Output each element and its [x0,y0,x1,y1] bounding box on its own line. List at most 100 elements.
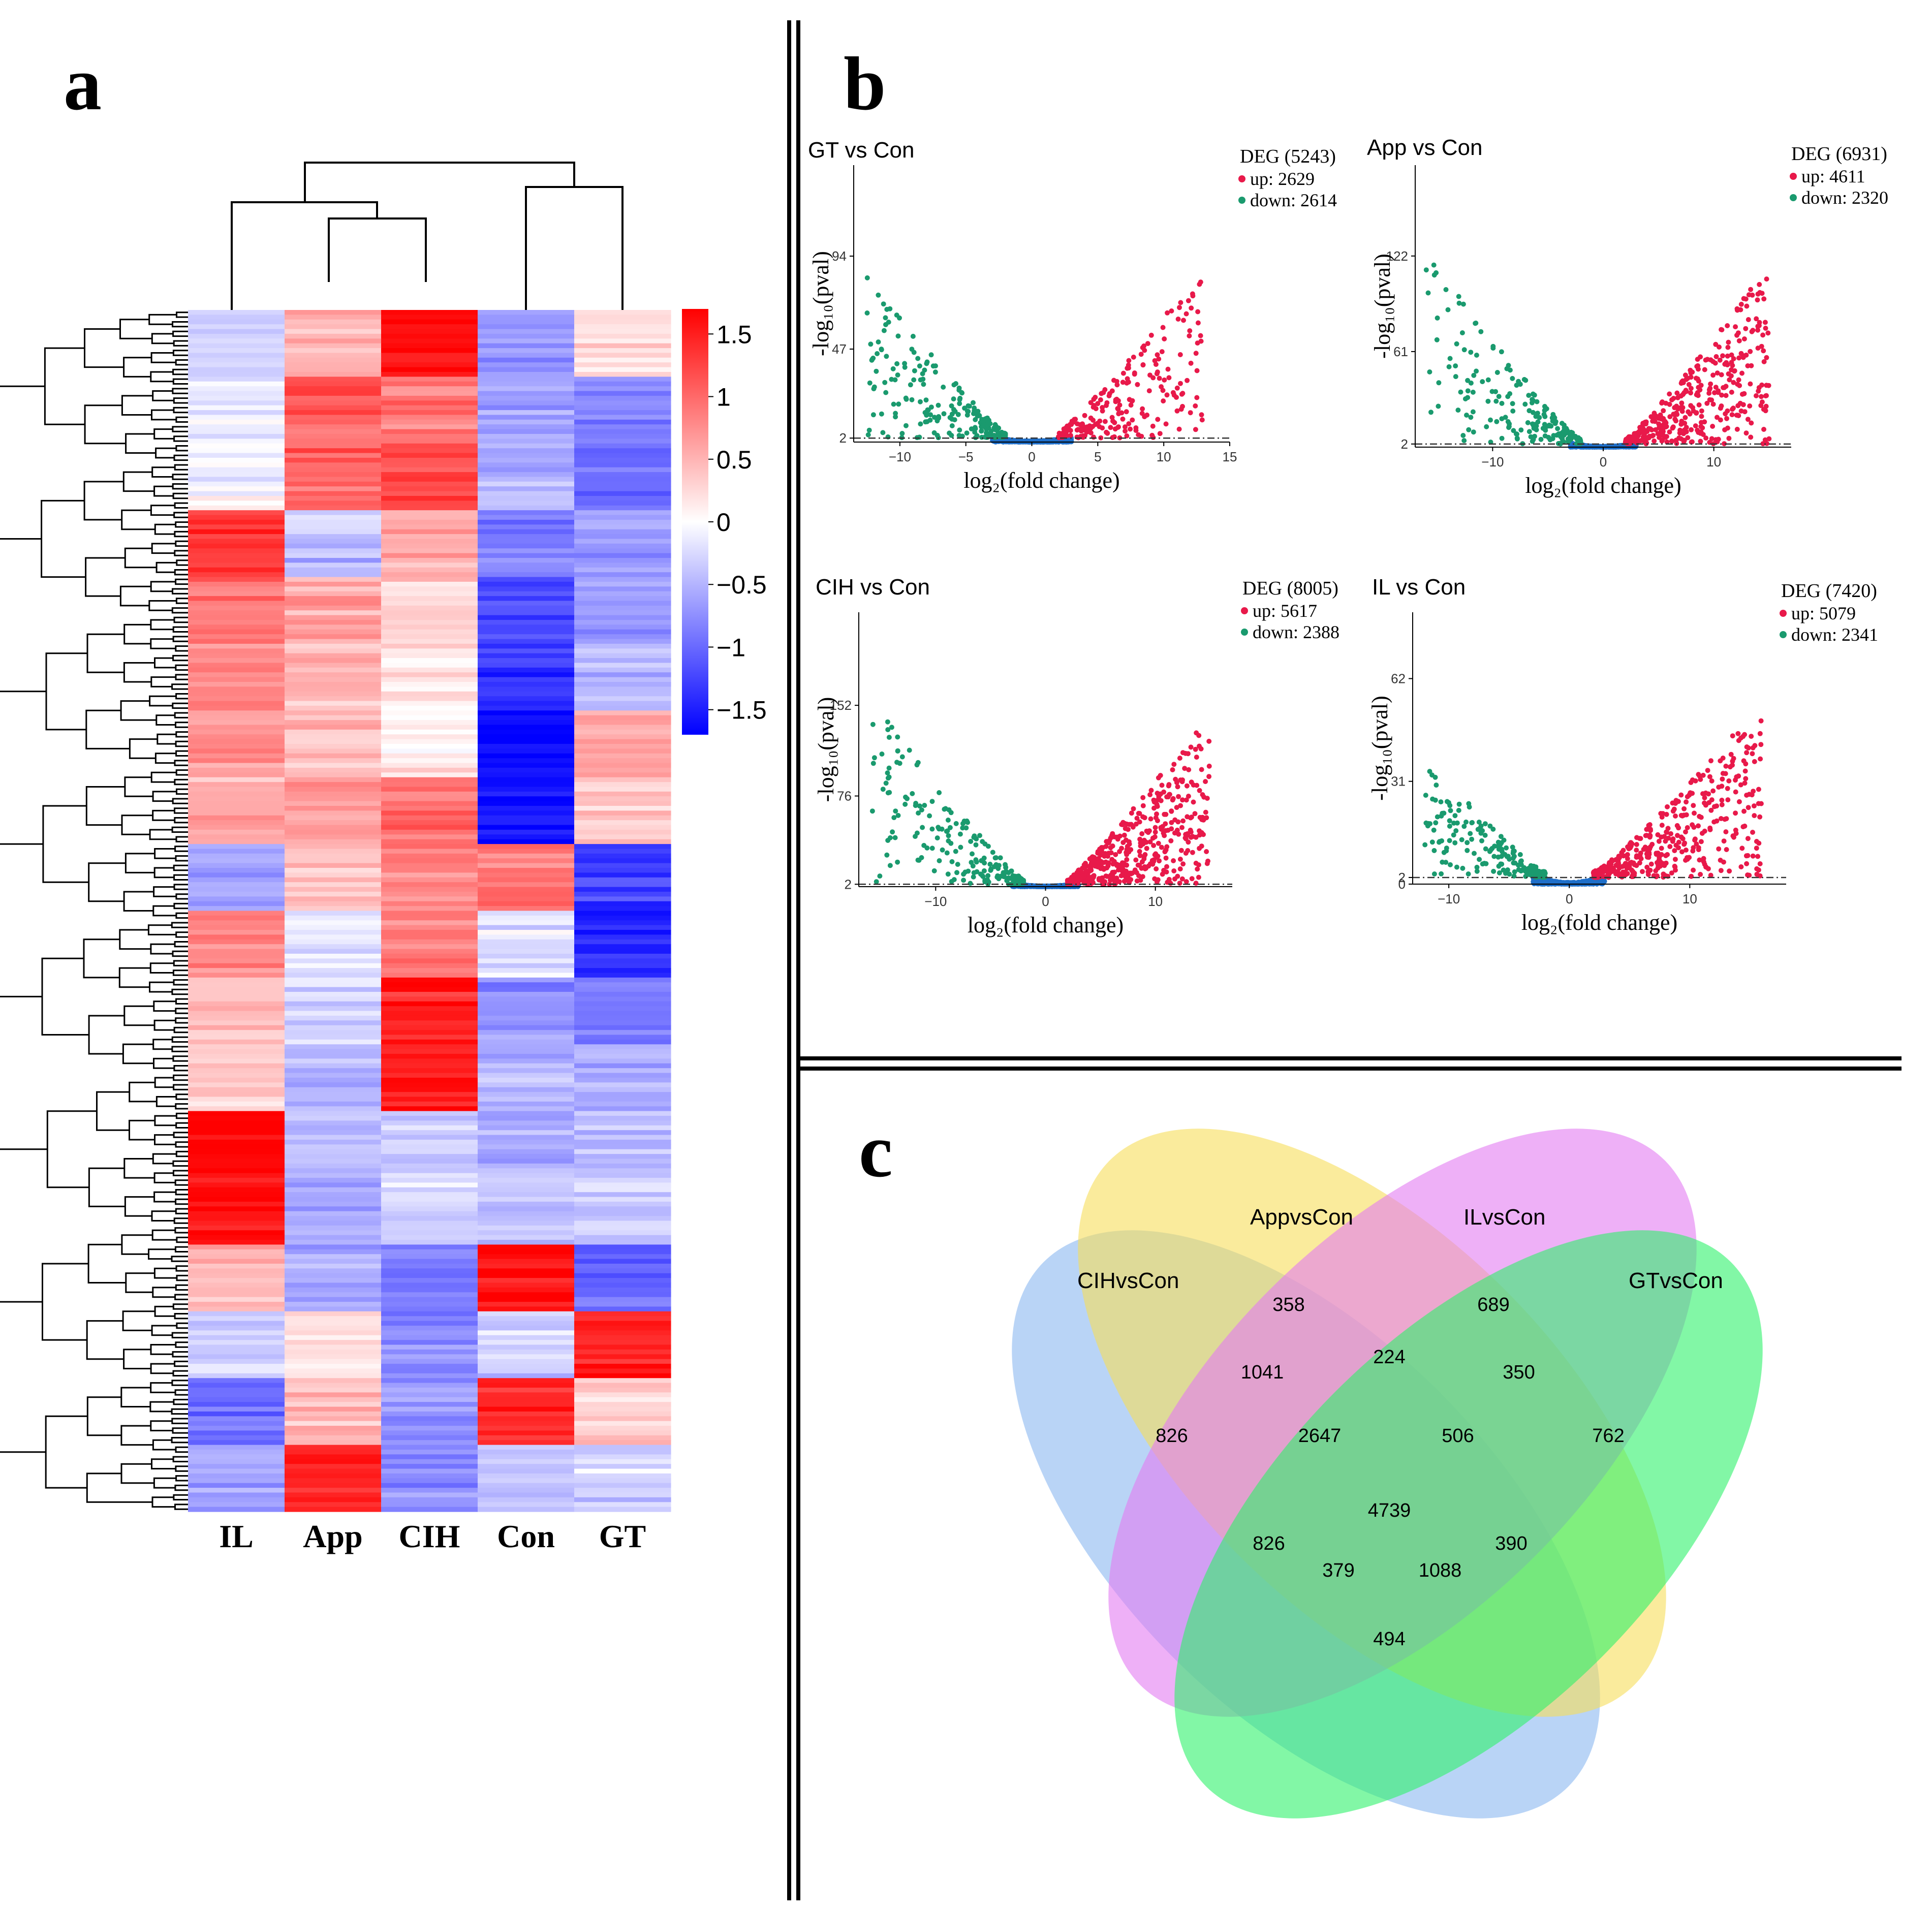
volcano-point-down [1532,433,1537,439]
heatmap-cell [381,1287,478,1293]
heatmap-cell [381,1282,478,1288]
heatmap-cell [285,338,382,344]
volcano-point-up [1188,360,1194,366]
volcano-point-nonsig [1013,438,1019,444]
volcano-point-up [1725,344,1731,350]
volcano-point-up [1708,381,1713,387]
heatmap-cell [381,1416,478,1422]
volcano-point-up [1113,852,1118,857]
heatmap-cell [381,553,478,558]
volcano-point-up [1098,397,1103,402]
heatmap-cell [574,1416,671,1422]
heatmap-cell [188,1330,285,1336]
heatmap-cell [574,796,671,802]
heatmap-cell [285,1049,382,1054]
heatmap-cell [381,620,478,625]
heatmap-cell [381,629,478,635]
volcano-point-down [923,397,929,403]
heatmap-cell [574,1468,671,1474]
volcano-point-down [1425,290,1431,296]
heatmap-cell [188,734,285,740]
heatmap-cell [574,839,671,844]
heatmap-cell [188,705,285,711]
volcano-point-up [1147,372,1152,378]
heatmap-cell [574,1378,671,1384]
volcano-point-down [884,852,890,858]
volcano-point-up [1105,430,1110,436]
heatmap-cell [188,1416,285,1422]
heatmap-cell [285,1435,382,1440]
heatmap-cell [188,572,285,578]
heatmap-cell [574,1178,671,1183]
heatmap-cell [381,1211,478,1216]
volcano-point-up [1142,866,1148,871]
volcano-point-down [879,347,884,353]
heatmap-cell [574,1273,671,1278]
volcano-point-up [1715,415,1720,420]
volcano-point-up [1188,410,1193,416]
heatmap-cell [478,920,575,926]
volcano-point-up [1156,840,1161,846]
heatmap-cell [574,434,671,439]
heatmap-cell [574,643,671,649]
heatmap-cell [574,1158,671,1164]
heatmap-cell [188,1273,285,1278]
volcano-x-tick-label: 10 [1706,454,1721,469]
volcano-point-down [918,421,923,427]
heatmap-cell [285,1101,382,1107]
heatmap-cell [478,329,575,334]
volcano-point-down [1503,415,1508,420]
heatmap-cell [285,438,382,444]
heatmap-cell [478,1426,575,1431]
heatmap-cell [478,839,575,844]
heatmap-cell [574,858,671,864]
heatmap-cell [381,729,478,735]
colorbar-tick-label: 0.5 [716,446,752,474]
volcano-point-up [1177,305,1182,310]
heatmap-cell [381,1254,478,1260]
panel-label-a: a [64,42,102,126]
heatmap-cell [285,744,382,749]
panel-dividers [787,20,1902,1900]
volcano-point-up [1078,428,1084,434]
heatmap-cell [188,748,285,754]
heatmap-cell [381,1240,478,1245]
heatmap-cell [574,429,671,434]
heatmap-cell [381,1068,478,1074]
heatmap-cell [574,438,671,444]
volcano-point-down [1499,435,1505,441]
volcano-point-down [1551,414,1556,419]
heatmap-cell [381,1354,478,1360]
heatmap-cell [381,453,478,458]
volcano-point-up [1156,775,1161,780]
heatmap-cell [478,787,575,792]
heatmap-cell [285,596,382,602]
heatmap-cell [285,825,382,830]
heatmap-cell [285,381,382,387]
heatmap-cell [285,386,382,392]
volcano-point-down [965,868,971,874]
volcano-point-up [1686,382,1692,387]
volcano-point-down [1003,864,1009,870]
volcano-point-down [1001,433,1006,438]
heatmap-cell [285,758,382,764]
volcano-point-up [1197,845,1202,851]
heatmap-cell [478,1225,575,1231]
volcano-point-up [1199,417,1205,423]
heatmap-cell [381,1092,478,1098]
volcano-point-up [1137,819,1142,825]
heatmap-cell [285,1225,382,1231]
heatmap-cell [285,1068,382,1074]
volcano-x-tick-label: −10 [889,449,911,464]
heatmap-cell [381,491,478,496]
heatmap-cell [188,1473,285,1479]
heatmap-cell [574,930,671,935]
heatmap-cell [381,400,478,406]
heatmap-cell [381,844,478,850]
heatmap-cell [188,710,285,716]
heatmap-cell [188,920,285,926]
heatmap-cell [381,534,478,540]
volcano-point-down [932,415,937,420]
volcano-point-up [1188,744,1194,750]
volcano-point-up [1191,799,1196,805]
